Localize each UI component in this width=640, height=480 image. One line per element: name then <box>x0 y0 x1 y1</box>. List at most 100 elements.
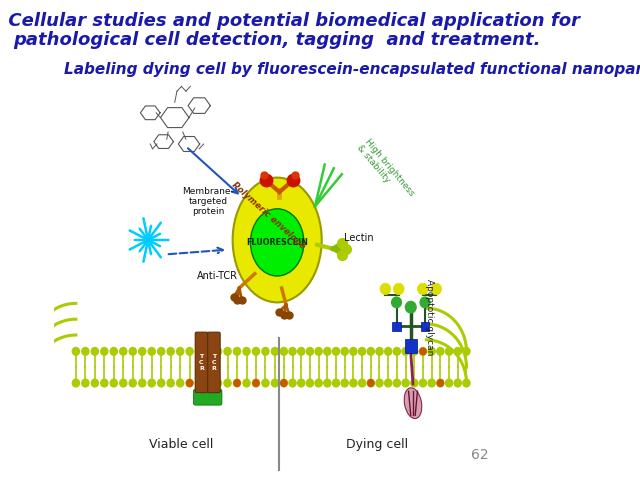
Circle shape <box>186 379 193 387</box>
Circle shape <box>157 348 164 355</box>
Circle shape <box>332 348 340 355</box>
Circle shape <box>234 380 240 386</box>
Bar <box>405 339 417 353</box>
Text: 62: 62 <box>471 448 489 462</box>
Circle shape <box>417 283 428 295</box>
Text: T
C
R: T C R <box>199 354 204 371</box>
Circle shape <box>405 301 416 313</box>
Text: FLUORESCEIN: FLUORESCEIN <box>246 238 308 247</box>
Text: Membrane-
targeted
protein: Membrane- targeted protein <box>182 187 234 216</box>
Circle shape <box>437 380 444 386</box>
Ellipse shape <box>250 209 304 276</box>
Circle shape <box>332 379 340 387</box>
Circle shape <box>167 379 174 387</box>
Text: T
C
R: T C R <box>211 354 216 371</box>
Circle shape <box>392 297 401 308</box>
Circle shape <box>262 379 269 387</box>
Circle shape <box>419 348 426 355</box>
Circle shape <box>262 348 269 355</box>
Circle shape <box>298 379 305 387</box>
Circle shape <box>72 348 79 355</box>
Text: Apoptotic glycan: Apoptotic glycan <box>426 278 435 355</box>
Circle shape <box>402 379 409 387</box>
Circle shape <box>385 379 392 387</box>
Circle shape <box>100 379 108 387</box>
Circle shape <box>167 348 174 355</box>
Text: Dying cell: Dying cell <box>346 438 408 451</box>
Text: III. Cellular studies and potential biomedical application for: III. Cellular studies and potential biom… <box>0 12 580 30</box>
Circle shape <box>436 348 444 355</box>
Circle shape <box>252 379 260 387</box>
Circle shape <box>148 379 156 387</box>
Circle shape <box>280 379 287 387</box>
Circle shape <box>186 380 193 386</box>
Circle shape <box>367 379 374 387</box>
Circle shape <box>120 348 127 355</box>
Ellipse shape <box>232 178 322 302</box>
Circle shape <box>252 348 260 355</box>
Circle shape <box>280 348 287 355</box>
Text: Viable cell: Viable cell <box>149 438 214 451</box>
Circle shape <box>315 379 322 387</box>
Circle shape <box>129 379 136 387</box>
Circle shape <box>436 379 444 387</box>
Circle shape <box>253 380 259 386</box>
Circle shape <box>324 379 331 387</box>
Circle shape <box>411 348 418 355</box>
Circle shape <box>380 283 391 295</box>
Circle shape <box>385 348 392 355</box>
Circle shape <box>72 379 79 387</box>
Circle shape <box>243 348 250 355</box>
Circle shape <box>394 379 401 387</box>
Circle shape <box>100 348 108 355</box>
Circle shape <box>92 348 99 355</box>
Circle shape <box>367 380 374 386</box>
Circle shape <box>454 379 461 387</box>
Circle shape <box>148 348 156 355</box>
Circle shape <box>394 283 404 295</box>
Circle shape <box>428 348 435 355</box>
Bar <box>392 322 401 331</box>
Circle shape <box>358 379 365 387</box>
Circle shape <box>139 348 146 355</box>
Circle shape <box>420 348 426 355</box>
Circle shape <box>419 379 426 387</box>
Circle shape <box>139 379 146 387</box>
Text: Lectin: Lectin <box>344 233 374 243</box>
Circle shape <box>82 348 89 355</box>
Bar <box>420 322 429 331</box>
Circle shape <box>92 379 99 387</box>
Circle shape <box>324 348 331 355</box>
Circle shape <box>463 379 470 387</box>
Circle shape <box>243 379 250 387</box>
Circle shape <box>205 379 212 387</box>
Circle shape <box>289 348 296 355</box>
Circle shape <box>214 379 221 387</box>
Circle shape <box>110 348 117 355</box>
Circle shape <box>186 348 193 355</box>
Circle shape <box>110 379 117 387</box>
Circle shape <box>271 379 278 387</box>
Circle shape <box>205 348 212 355</box>
FancyBboxPatch shape <box>195 332 208 393</box>
Circle shape <box>289 379 296 387</box>
Circle shape <box>271 348 278 355</box>
Circle shape <box>402 348 409 355</box>
Circle shape <box>463 348 470 355</box>
Circle shape <box>281 380 287 386</box>
Text: Polymeric envelope: Polymeric envelope <box>230 180 307 252</box>
Circle shape <box>298 348 305 355</box>
Circle shape <box>307 348 314 355</box>
Circle shape <box>420 297 430 308</box>
Circle shape <box>394 348 401 355</box>
Circle shape <box>454 348 461 355</box>
Circle shape <box>315 348 322 355</box>
Text: Labeling dying cell by fluorescein-encapsulated functional nanoparticles: Labeling dying cell by fluorescein-encap… <box>64 62 640 77</box>
Text: High brightness
& stability: High brightness & stability <box>355 137 416 204</box>
Circle shape <box>307 379 314 387</box>
Circle shape <box>431 283 442 295</box>
Circle shape <box>376 348 383 355</box>
Ellipse shape <box>404 388 422 419</box>
Circle shape <box>224 348 231 355</box>
Circle shape <box>350 379 357 387</box>
